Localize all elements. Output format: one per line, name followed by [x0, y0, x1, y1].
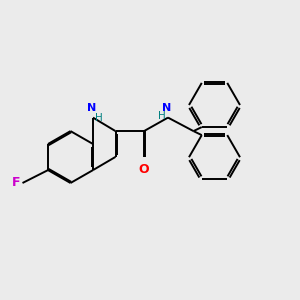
Text: O: O — [139, 163, 149, 176]
Text: H: H — [158, 111, 165, 121]
Text: F: F — [12, 176, 20, 190]
Text: N: N — [87, 103, 96, 113]
Text: N: N — [162, 103, 171, 113]
Text: H: H — [94, 112, 102, 123]
